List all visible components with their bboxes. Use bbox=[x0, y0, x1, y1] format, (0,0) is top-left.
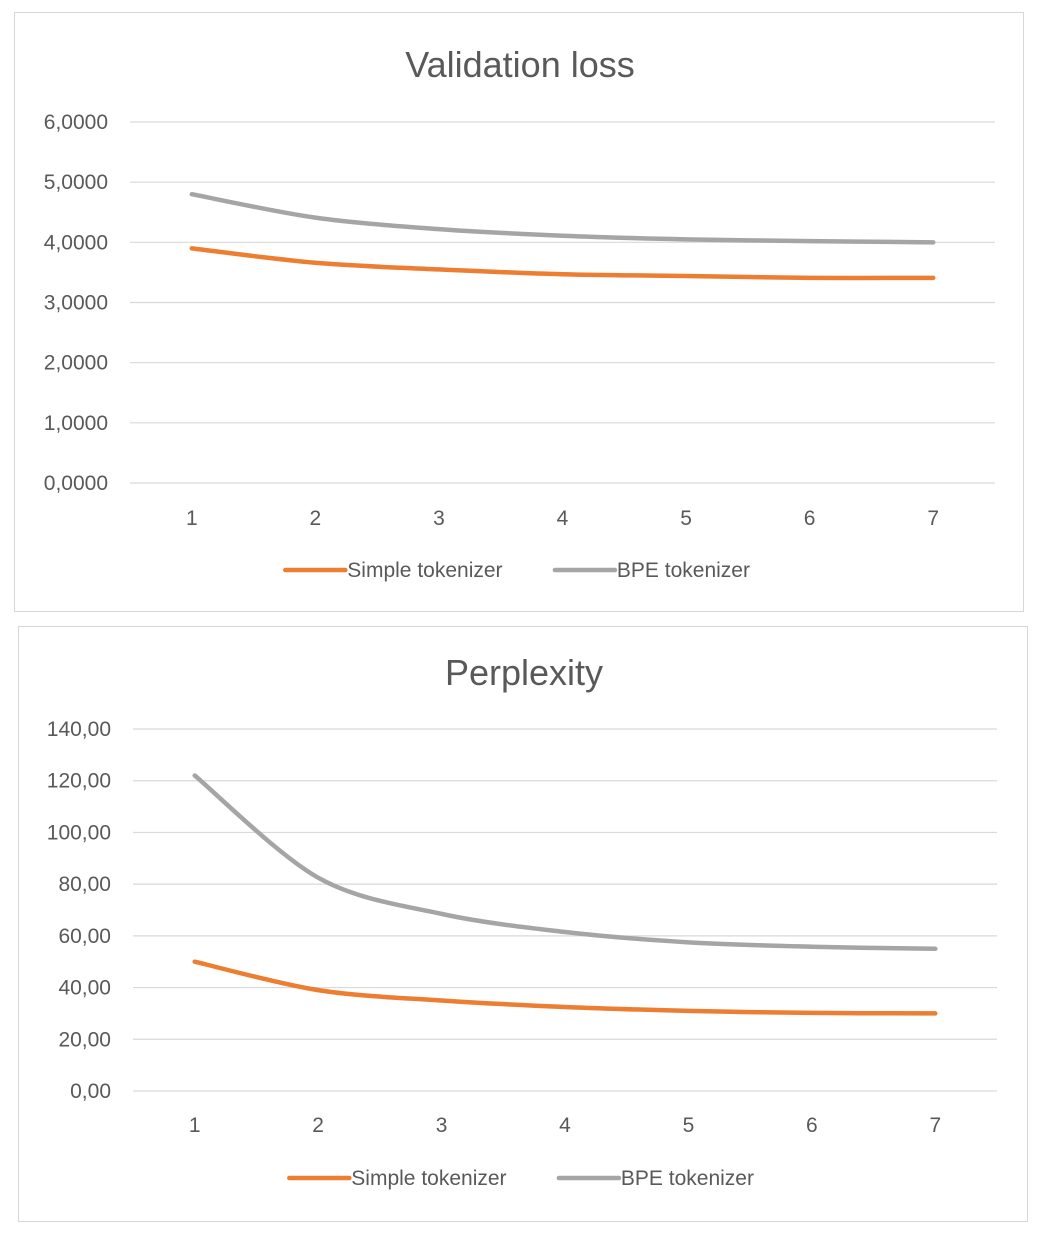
x-tick-label: 4 bbox=[557, 507, 569, 530]
x-tick-label: 5 bbox=[680, 507, 692, 530]
x-tick-label: 1 bbox=[189, 1114, 201, 1137]
y-tick-label: 120,00 bbox=[47, 770, 111, 793]
y-tick-label: 80,00 bbox=[58, 873, 111, 896]
legend-item-bpe-tokenizer: BPE tokenizer bbox=[556, 1167, 754, 1190]
perplexity-chart: Perplexity 0,00 20,00 40,00 60,00 80,00 100,0… bbox=[18, 626, 1028, 1222]
series-line-bpe-tokenizer bbox=[189, 191, 936, 245]
legend-item-simple-tokenizer: Simple tokenizer bbox=[283, 559, 503, 582]
y-tick-label: 4,0000 bbox=[44, 231, 108, 254]
series-line-bpe-tokenizer bbox=[192, 773, 938, 952]
legend-label: BPE tokenizer bbox=[621, 1167, 754, 1190]
series-line-simple-tokenizer bbox=[189, 246, 936, 281]
x-tick-label: 5 bbox=[683, 1114, 695, 1137]
validation-loss-chart: Validation loss 0,0000 1,0000 2,0000 3,0000… bbox=[14, 12, 1024, 612]
x-tick-label: 7 bbox=[927, 507, 939, 530]
x-tick-label: 1 bbox=[186, 507, 198, 530]
legend-label: BPE tokenizer bbox=[617, 559, 750, 582]
y-tick-label: 6,0000 bbox=[44, 111, 108, 134]
perplexity-plot: Perplexity 0,00 20,00 40,00 60,00 80,00 100,0… bbox=[47, 652, 997, 1190]
y-tick-label: 2,0000 bbox=[44, 352, 108, 375]
y-tick-label: 1,0000 bbox=[44, 412, 108, 435]
x-tick-label: 2 bbox=[310, 507, 322, 530]
y-tick-label: 5,0000 bbox=[44, 171, 108, 194]
x-tick-label: 2 bbox=[312, 1114, 324, 1137]
x-tick-label: 3 bbox=[433, 507, 445, 530]
y-tick-label: 0,0000 bbox=[44, 472, 108, 495]
legend-label: Simple tokenizer bbox=[351, 1167, 506, 1190]
y-tick-label: 140,00 bbox=[47, 718, 111, 741]
y-tick-label: 0,00 bbox=[70, 1080, 111, 1103]
chart-title: Validation loss bbox=[405, 44, 634, 85]
chart-title: Perplexity bbox=[445, 652, 603, 693]
y-tick-label: 20,00 bbox=[58, 1028, 111, 1051]
x-tick-label: 4 bbox=[559, 1114, 571, 1137]
validation-loss-plot: Validation loss 0,0000 1,0000 2,0000 3,0000… bbox=[44, 44, 995, 582]
x-tick-label: 6 bbox=[806, 1114, 818, 1137]
y-tick-label: 60,00 bbox=[58, 925, 111, 948]
legend-label: Simple tokenizer bbox=[347, 559, 502, 582]
y-tick-label: 40,00 bbox=[58, 977, 111, 1000]
x-tick-label: 3 bbox=[436, 1114, 448, 1137]
legend-item-bpe-tokenizer: BPE tokenizer bbox=[552, 559, 750, 582]
legend-item-simple-tokenizer: Simple tokenizer bbox=[287, 1167, 507, 1190]
x-tick-label: 7 bbox=[929, 1114, 941, 1137]
y-tick-label: 3,0000 bbox=[44, 292, 108, 315]
x-tick-label: 6 bbox=[804, 507, 816, 530]
y-tick-label: 100,00 bbox=[47, 821, 111, 844]
